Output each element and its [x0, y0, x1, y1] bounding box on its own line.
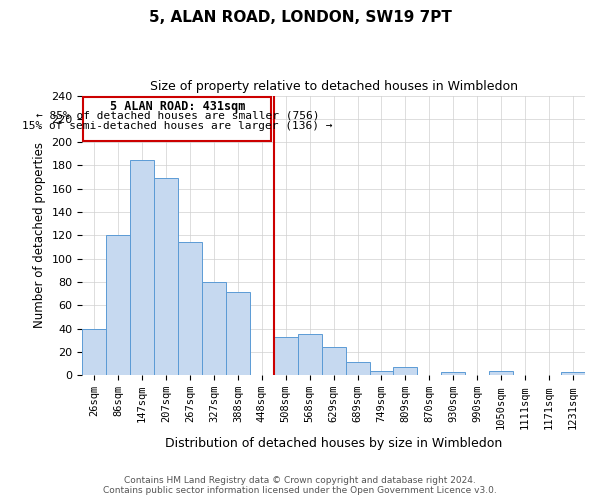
Bar: [370, 370, 394, 375]
Text: 15% of semi-detached houses are larger (136) →: 15% of semi-detached houses are larger (…: [22, 121, 332, 131]
Bar: [322, 347, 346, 375]
Y-axis label: Number of detached properties: Number of detached properties: [33, 142, 46, 328]
Bar: [226, 292, 250, 375]
X-axis label: Distribution of detached houses by size in Wimbledon: Distribution of detached houses by size …: [165, 437, 502, 450]
Text: 5 ALAN ROAD: 431sqm: 5 ALAN ROAD: 431sqm: [110, 100, 245, 113]
Bar: [561, 372, 585, 375]
Bar: [178, 242, 202, 375]
Bar: [346, 362, 370, 375]
Text: Contains HM Land Registry data © Crown copyright and database right 2024.
Contai: Contains HM Land Registry data © Crown c…: [103, 476, 497, 495]
Bar: [130, 160, 154, 375]
Bar: [274, 336, 298, 375]
Title: Size of property relative to detached houses in Wimbledon: Size of property relative to detached ho…: [149, 80, 518, 93]
Bar: [394, 367, 418, 375]
Bar: [106, 236, 130, 375]
Bar: [442, 372, 465, 375]
Bar: [489, 370, 513, 375]
Bar: [298, 334, 322, 375]
Text: 5, ALAN ROAD, LONDON, SW19 7PT: 5, ALAN ROAD, LONDON, SW19 7PT: [149, 10, 451, 25]
Bar: [154, 178, 178, 375]
FancyBboxPatch shape: [83, 96, 271, 141]
Text: ← 85% of detached houses are smaller (756): ← 85% of detached houses are smaller (75…: [35, 110, 319, 120]
Bar: [82, 328, 106, 375]
Bar: [202, 282, 226, 375]
